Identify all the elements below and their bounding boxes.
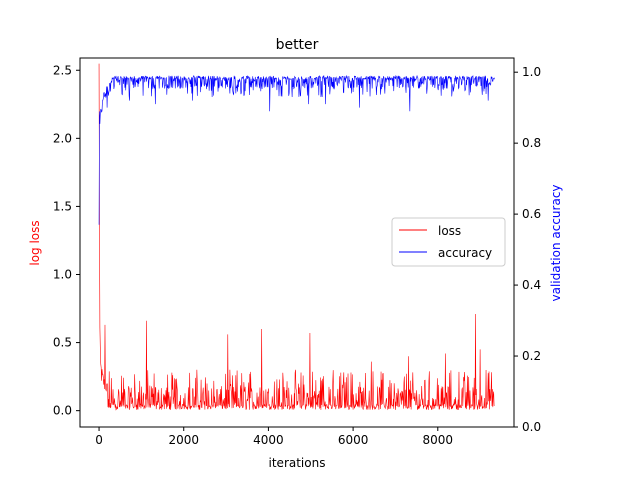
legend: loss accuracy <box>391 217 506 267</box>
left-y-tick-label: 2.0 <box>53 131 72 145</box>
left-y-axis-label: log loss <box>28 220 42 265</box>
x-tick-label: 4000 <box>253 433 284 447</box>
left-y-tick-label: 0.5 <box>53 336 72 350</box>
left-y-tick-label: 2.5 <box>53 63 72 77</box>
x-axis-label: iterations <box>269 456 326 470</box>
right-y-tick-label: 0.0 <box>522 420 541 434</box>
left-y-axis: 0.0 0.5 1.0 1.5 2.0 2.5 <box>53 63 80 418</box>
left-y-tick-label: 1.5 <box>53 199 72 213</box>
legend-loss-label: loss <box>438 224 461 238</box>
series-line-loss <box>98 63 495 411</box>
plot-frame <box>79 57 515 428</box>
chart-title: better <box>276 37 319 53</box>
left-y-tick-label: 1.0 <box>53 267 72 281</box>
x-tick-label: 0 <box>95 433 103 447</box>
x-tick-label: 6000 <box>338 433 369 447</box>
right-y-tick-label: 0.6 <box>522 207 541 221</box>
legend-accuracy-label: accuracy <box>438 246 492 260</box>
series-line-accuracy <box>98 74 495 225</box>
right-y-tick-label: 0.8 <box>522 136 541 150</box>
right-y-axis-label: validation accuracy <box>549 184 563 301</box>
x-axis: 0 2000 4000 6000 8000 <box>95 427 453 447</box>
right-y-tick-label: 0.4 <box>522 278 541 292</box>
x-tick-label: 2000 <box>168 433 199 447</box>
right-y-axis: 0.0 0.2 0.4 0.6 0.8 1.0 <box>514 65 541 434</box>
right-y-tick-label: 0.2 <box>522 349 541 363</box>
series-layer <box>98 63 495 411</box>
left-y-tick-label: 0.0 <box>53 404 72 418</box>
x-tick-label: 8000 <box>423 433 454 447</box>
right-y-tick-label: 1.0 <box>522 65 541 79</box>
